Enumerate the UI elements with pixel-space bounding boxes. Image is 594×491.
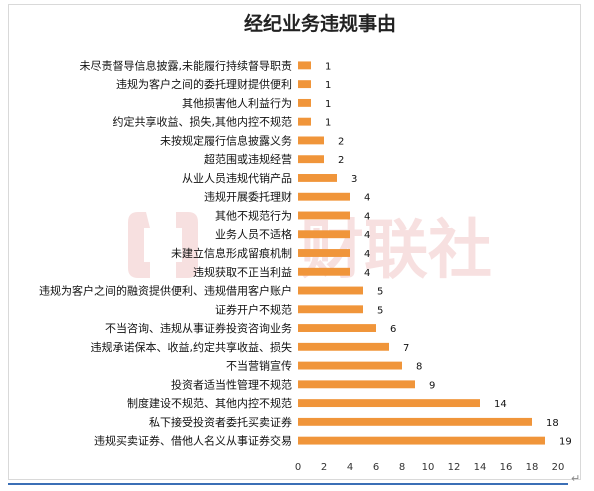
category-label: 业务人员不适格 — [215, 227, 292, 241]
value-label: 1 — [325, 99, 331, 110]
category-label: 未尽责督导信息披露,未能履行持续督导职责 — [80, 58, 293, 72]
category-label: 不当营销宣传 — [226, 359, 292, 373]
bar — [298, 417, 532, 426]
value-label: 4 — [364, 193, 370, 204]
category-label: 未建立信息形成留痕机制 — [171, 246, 292, 260]
category-label: 违规为客户之间的委托理财提供便利 — [116, 77, 292, 91]
value-label: 1 — [325, 61, 331, 72]
category-label: 违规买卖证券、借他人名义从事证券交易 — [94, 434, 292, 448]
x-tick-label: 8 — [399, 462, 405, 473]
value-label: 3 — [351, 174, 357, 185]
bar — [298, 117, 311, 126]
bar — [298, 361, 402, 370]
bottom-rule — [8, 483, 568, 485]
category-label: 违规开展委托理财 — [204, 190, 292, 204]
bar — [298, 305, 363, 314]
bar — [298, 155, 324, 164]
x-axis: 0 2 4 6 8 10 12 14 16 18 20 — [295, 462, 565, 473]
value-label: 14 — [494, 399, 507, 410]
bar — [298, 230, 350, 239]
category-label: 未按规定履行信息披露义务 — [160, 133, 292, 147]
x-tick-label: 10 — [422, 462, 435, 473]
value-label: 5 — [377, 305, 383, 316]
category-label: 违规承诺保本、收益,约定共享收益、损失 — [91, 340, 293, 354]
bar — [298, 174, 337, 182]
bars-group — [298, 61, 545, 445]
bar — [298, 436, 545, 445]
bar — [298, 399, 480, 408]
x-tick-label: 6 — [373, 462, 379, 473]
bar — [298, 136, 324, 145]
value-label: 9 — [429, 380, 435, 391]
x-tick-label: 12 — [448, 462, 461, 473]
bar — [298, 80, 311, 89]
category-label: 从业人员违规代销产品 — [182, 171, 292, 185]
bar — [298, 267, 350, 276]
category-label: 违规为客户之间的融资提供便利、违规借用客户账户 — [39, 284, 292, 298]
category-label: 私下接受投资者委托买卖证券 — [149, 415, 292, 429]
value-label: 8 — [416, 362, 422, 373]
bar — [298, 61, 311, 70]
value-label: 4 — [364, 268, 370, 279]
bar — [298, 342, 389, 351]
category-label: 证券开户不规范 — [215, 302, 292, 316]
bar — [298, 380, 415, 389]
x-tick-label: 18 — [526, 462, 539, 473]
category-label: 其他损害他人利益行为 — [182, 96, 292, 110]
value-label: 4 — [364, 249, 370, 260]
category-label: 约定共享收益、损失,其他内控不规范 — [113, 115, 293, 129]
bar — [298, 324, 376, 332]
value-label: 7 — [403, 343, 409, 354]
paragraph-mark-icon: ↵ — [571, 472, 581, 485]
value-label: 2 — [338, 155, 344, 166]
x-tick-label: 4 — [347, 462, 353, 473]
category-label: 投资者适当性管理不规范 — [171, 377, 292, 391]
value-label: 4 — [364, 211, 370, 222]
value-label: 6 — [390, 324, 396, 335]
category-label: 超范围或违规经营 — [204, 152, 292, 166]
value-label: 19 — [559, 437, 572, 448]
bar — [298, 98, 311, 107]
x-tick-label: 14 — [474, 462, 487, 473]
value-label: 1 — [325, 80, 331, 91]
x-tick-label: 20 — [552, 462, 565, 473]
x-tick-label: 16 — [500, 462, 513, 473]
bar — [298, 249, 350, 257]
value-label: 1 — [325, 118, 331, 129]
value-label: 2 — [338, 136, 344, 147]
value-label: 18 — [546, 418, 559, 429]
value-label: 4 — [364, 230, 370, 241]
x-tick-label: 2 — [321, 462, 327, 473]
bar — [298, 211, 350, 220]
value-label: 5 — [377, 287, 383, 298]
category-labels: 未尽责督导信息披露,未能履行持续督导职责违规为客户之间的委托理财提供便利其他损害… — [39, 58, 292, 447]
chart-title: 经纪业务违规事由 — [244, 12, 396, 35]
bar — [298, 192, 350, 201]
x-tick-label: 0 — [295, 462, 301, 473]
category-label: 违规获取不正当利益 — [193, 265, 292, 279]
category-label: 制度建设不规范、其他内控不规范 — [127, 396, 292, 410]
category-label: 不当咨询、违规从事证券投资咨询业务 — [105, 321, 292, 335]
category-label: 其他不规范行为 — [215, 208, 292, 222]
chart-frame — [8, 4, 581, 480]
bar — [298, 286, 363, 295]
